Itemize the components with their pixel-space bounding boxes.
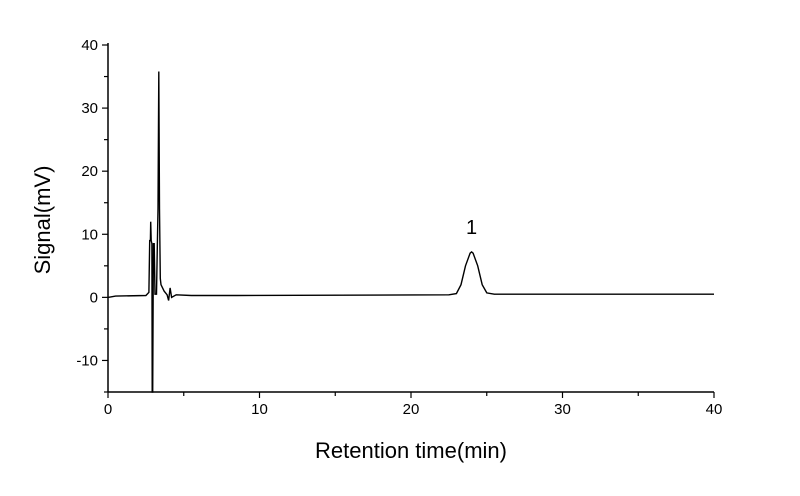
- x-tick-label: 40: [706, 401, 723, 418]
- x-tick-label: 10: [251, 401, 268, 418]
- y-tick-label: 20: [81, 163, 98, 180]
- x-tick-label: 30: [554, 401, 571, 418]
- x-axis-label: Retention time(min): [315, 438, 507, 463]
- y-tick-label: 40: [81, 37, 98, 54]
- y-axis-label: Signal(mV): [30, 166, 55, 275]
- x-tick-label: 0: [104, 401, 112, 418]
- y-tick-label: 10: [81, 226, 98, 243]
- peak-annotation: 1: [466, 217, 477, 239]
- y-tick-label: 0: [90, 289, 98, 306]
- series-line: [107, 71, 714, 393]
- y-tick-label: 30: [81, 100, 98, 117]
- y-tick-label: -10: [76, 352, 98, 369]
- x-tick-label: 20: [403, 401, 420, 418]
